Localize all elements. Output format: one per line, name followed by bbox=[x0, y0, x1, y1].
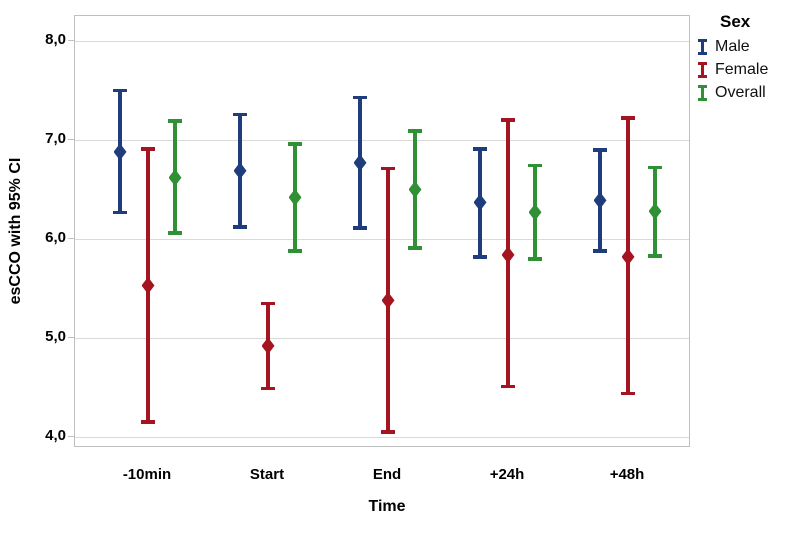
mean-marker-male-+24h bbox=[473, 193, 487, 211]
plot-area bbox=[74, 15, 690, 447]
mean-marker-female--10min bbox=[141, 277, 155, 295]
legend-label: Male bbox=[715, 38, 750, 55]
ci-lower-cap-overall-+48h bbox=[648, 254, 662, 258]
ci-upper-cap-overall-+48h bbox=[648, 165, 662, 170]
y-tick-label: 6,0 bbox=[45, 229, 66, 246]
ci-lower-cap-male-+48h bbox=[593, 249, 607, 253]
mean-marker-female-+48h bbox=[621, 248, 635, 266]
mean-marker-male-End bbox=[353, 154, 367, 172]
errorbar-icon bbox=[698, 39, 707, 55]
ci-upper-cap-overall-Start bbox=[288, 142, 302, 146]
y-tick-label: 4,0 bbox=[45, 427, 66, 444]
mean-marker-male-Start bbox=[233, 162, 247, 180]
ci-upper-cap-overall-+24h bbox=[528, 163, 542, 168]
mean-marker-overall-+48h bbox=[648, 202, 662, 220]
errorbar-icon bbox=[698, 62, 707, 78]
errorbar-icon-part bbox=[698, 85, 707, 88]
gridline-y-7,0 bbox=[75, 139, 689, 141]
legend-entry-overall: Overall bbox=[698, 84, 793, 101]
ci-lower-cap-female-Start bbox=[261, 386, 275, 391]
ci-upper-cap-overall--10min bbox=[168, 119, 182, 123]
x-axis-title: Time bbox=[368, 498, 406, 515]
errorbar-icon-part bbox=[698, 75, 707, 78]
ci-upper-cap-male-Start bbox=[233, 112, 247, 116]
ci-upper-cap-female-Start bbox=[261, 301, 275, 306]
ci-lower-cap-overall--10min bbox=[168, 231, 182, 235]
ci-lower-cap-female-+24h bbox=[501, 384, 515, 389]
ci-lower-cap-female-+48h bbox=[621, 391, 635, 396]
ci-upper-cap-female-+48h bbox=[621, 116, 635, 120]
errorbar-icon-part bbox=[701, 85, 704, 101]
errorbar-icon-part bbox=[698, 52, 707, 55]
y-tick-mark bbox=[68, 238, 74, 239]
x-tick-label: End bbox=[372, 466, 402, 483]
gridline-y-5,0 bbox=[75, 337, 689, 339]
ci-lower-cap-male--10min bbox=[113, 210, 127, 215]
mean-marker-male-+48h bbox=[593, 191, 607, 209]
x-tick-label: +24h bbox=[489, 466, 525, 483]
legend-title: Sex bbox=[720, 12, 751, 31]
ci-lower-cap-female--10min bbox=[141, 420, 155, 424]
y-tick-label: 5,0 bbox=[45, 328, 66, 345]
errorbar-icon-part bbox=[698, 39, 707, 42]
mean-marker-female-End bbox=[381, 291, 395, 309]
x-tick-label: Start bbox=[249, 466, 285, 483]
ci-upper-cap-female--10min bbox=[141, 147, 155, 151]
ci-upper-cap-female-+24h bbox=[501, 118, 515, 122]
mean-marker-overall-Start bbox=[288, 188, 302, 206]
legend-label: Overall bbox=[715, 84, 766, 101]
ci-upper-cap-male-+24h bbox=[473, 147, 487, 151]
legend-entry-male: Male bbox=[698, 38, 793, 55]
y-tick-mark bbox=[68, 337, 74, 338]
errorbar-icon-part bbox=[701, 62, 704, 78]
ci-lower-cap-male-+24h bbox=[473, 255, 487, 259]
errorbar-icon-part bbox=[698, 98, 707, 101]
mean-marker-female-+24h bbox=[501, 246, 515, 264]
x-tick-label: +48h bbox=[609, 466, 645, 483]
errorbar-icon bbox=[698, 85, 707, 101]
ci-upper-cap-male-+48h bbox=[593, 148, 607, 152]
legend-entry-female: Female bbox=[698, 61, 793, 78]
mean-marker-overall-+24h bbox=[528, 203, 542, 221]
y-tick-mark bbox=[68, 436, 74, 437]
y-tick-mark bbox=[68, 40, 74, 41]
gridline-y-8,0 bbox=[75, 40, 689, 42]
ci-lower-cap-overall-+24h bbox=[528, 257, 542, 261]
ci-lower-cap-overall-Start bbox=[288, 249, 302, 253]
mean-marker-female-Start bbox=[261, 337, 275, 355]
errorbar-icon-part bbox=[698, 62, 707, 65]
ci-lower-cap-female-End bbox=[381, 430, 395, 434]
mean-marker-male--10min bbox=[113, 143, 127, 161]
legend-entries: Male Female Overall bbox=[698, 38, 793, 101]
ci-upper-cap-male--10min bbox=[113, 88, 127, 93]
legend-label: Female bbox=[715, 61, 769, 78]
ci-upper-cap-female-End bbox=[381, 166, 395, 171]
x-tick-label: -10min bbox=[122, 466, 172, 483]
mean-marker-overall-End bbox=[408, 181, 422, 198]
ci-lower-cap-overall-End bbox=[408, 246, 422, 250]
legend: Sex Male Female Overall bbox=[698, 12, 793, 101]
y-tick-label: 7,0 bbox=[45, 130, 66, 147]
ci-lower-cap-male-End bbox=[353, 226, 367, 230]
y-tick-label: 8,0 bbox=[45, 31, 66, 48]
mean-marker-overall--10min bbox=[168, 169, 182, 187]
ci-lower-cap-male-Start bbox=[233, 225, 247, 229]
ci-upper-cap-male-End bbox=[353, 95, 367, 100]
ci-upper-cap-overall-End bbox=[408, 129, 422, 133]
gridline-y-4,0 bbox=[75, 436, 689, 438]
errorbar-icon-part bbox=[701, 39, 704, 55]
gridline-y-6,0 bbox=[75, 238, 689, 240]
y-tick-mark bbox=[68, 139, 74, 140]
